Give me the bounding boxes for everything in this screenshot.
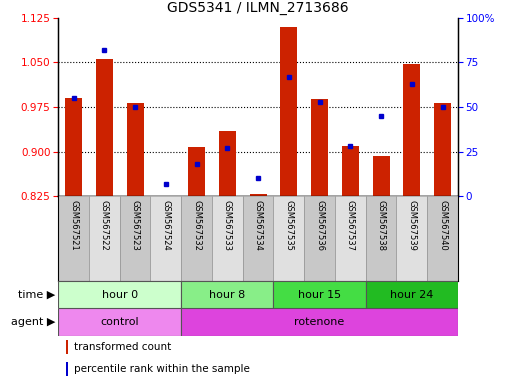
Bar [65, 98, 82, 196]
Bar [89, 196, 120, 281]
Text: percentile rank within the sample: percentile rank within the sample [74, 364, 249, 374]
Text: GSM567533: GSM567533 [222, 200, 231, 251]
Text: GSM567524: GSM567524 [161, 200, 170, 250]
Bar [311, 99, 327, 196]
Bar [126, 103, 143, 196]
Bar [181, 281, 273, 308]
Bar [212, 196, 242, 281]
Bar [304, 196, 334, 281]
Bar [249, 194, 266, 196]
Text: GSM567537: GSM567537 [345, 200, 354, 251]
Text: control: control [100, 317, 139, 327]
Text: hour 15: hour 15 [297, 290, 340, 300]
Text: GSM567522: GSM567522 [99, 200, 109, 250]
Bar [433, 103, 450, 196]
Bar [372, 156, 389, 196]
Text: GSM567523: GSM567523 [130, 200, 139, 250]
Bar [66, 362, 68, 376]
Bar [120, 196, 150, 281]
Title: GDS5341 / ILMN_2713686: GDS5341 / ILMN_2713686 [167, 1, 348, 15]
Bar [280, 26, 296, 196]
Text: transformed count: transformed count [74, 342, 171, 352]
Text: GSM567536: GSM567536 [315, 200, 323, 251]
Bar [341, 146, 358, 196]
Bar [273, 281, 365, 308]
Bar [58, 196, 89, 281]
Text: time ▶: time ▶ [18, 290, 56, 300]
Text: GSM567534: GSM567534 [253, 200, 262, 250]
Text: rotenone: rotenone [294, 317, 344, 327]
Text: agent ▶: agent ▶ [11, 317, 56, 327]
Bar [242, 196, 273, 281]
Text: GSM567532: GSM567532 [192, 200, 200, 250]
Text: hour 24: hour 24 [389, 290, 433, 300]
Text: GSM567539: GSM567539 [407, 200, 416, 250]
Bar [181, 308, 457, 336]
Bar [219, 131, 235, 196]
Text: hour 0: hour 0 [102, 290, 137, 300]
Text: GSM567538: GSM567538 [376, 200, 385, 251]
Bar [66, 339, 68, 354]
Bar [334, 196, 365, 281]
Bar [150, 196, 181, 281]
Bar [365, 281, 457, 308]
Bar [58, 308, 181, 336]
Text: GSM567535: GSM567535 [284, 200, 293, 250]
Bar [181, 196, 212, 281]
Bar [365, 196, 395, 281]
Text: GSM567540: GSM567540 [437, 200, 446, 250]
Bar [58, 281, 181, 308]
Text: GSM567521: GSM567521 [69, 200, 78, 250]
Bar [402, 64, 420, 196]
Bar [273, 196, 304, 281]
Text: hour 8: hour 8 [209, 290, 245, 300]
Bar [395, 196, 426, 281]
Bar [426, 196, 457, 281]
Bar [95, 59, 113, 196]
Bar [188, 147, 205, 196]
